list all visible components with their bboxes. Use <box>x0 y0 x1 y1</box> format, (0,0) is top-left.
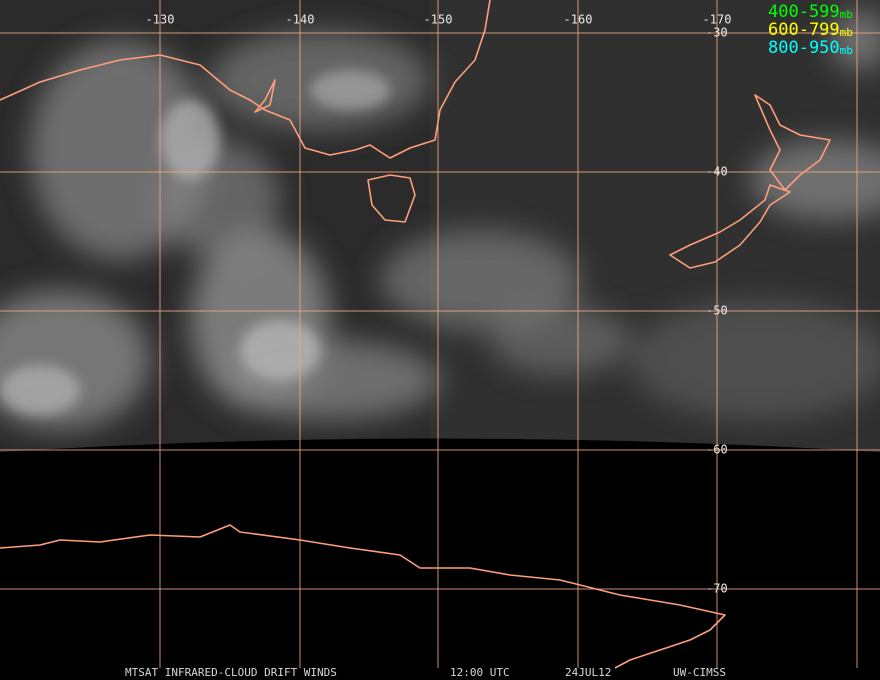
footer-product: MTSAT INFRARED-CLOUD DRIFT WINDS <box>125 666 337 679</box>
footer-time: 12:00 UTC <box>450 666 510 679</box>
footer-source: UW-CIMSS <box>673 666 726 679</box>
legend-range: 800-950 <box>768 38 840 58</box>
australia-coast <box>0 0 491 159</box>
latitude-label: -40 <box>706 165 728 179</box>
latitude-label: -50 <box>706 304 728 318</box>
legend-range: 400-599 <box>768 2 840 22</box>
nz-north-coast <box>754 94 831 191</box>
legend-entry: 400-599mb <box>768 2 853 22</box>
kangaroo-island-coast <box>254 79 276 113</box>
longitude-label: -150 <box>424 13 453 27</box>
antarctica-coast <box>0 524 726 669</box>
legend-entry: 800-950mb <box>768 38 853 58</box>
nz-south-coast <box>669 184 791 269</box>
cloud-imagery <box>0 0 880 452</box>
longitude-label: -160 <box>564 13 593 27</box>
coastlines <box>0 0 831 669</box>
longitude-label: -140 <box>286 13 315 27</box>
legend-entry: 600-799mb <box>768 20 853 40</box>
legend-unit: mb <box>840 26 853 39</box>
latitude-label: -30 <box>706 26 728 40</box>
legend-unit: mb <box>840 8 853 21</box>
tasmania-coast <box>367 174 416 223</box>
longitude-label: -130 <box>146 13 175 27</box>
latitude-label: -60 <box>706 443 728 457</box>
longitude-label: -170 <box>703 13 732 27</box>
legend-unit: mb <box>840 44 853 57</box>
footer-date: 24JUL12 <box>565 666 611 679</box>
latitude-label: -70 <box>706 582 728 596</box>
legend-range: 600-799 <box>768 20 840 40</box>
